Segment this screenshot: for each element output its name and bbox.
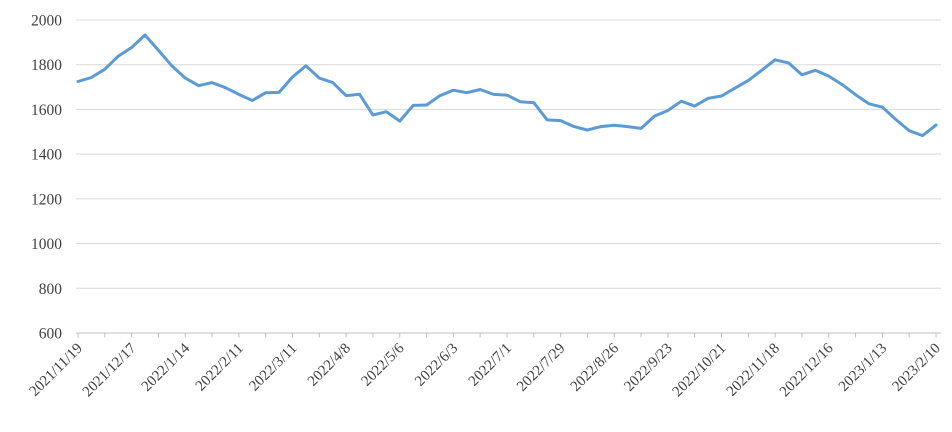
- y-axis-tick-label: 600: [39, 326, 63, 343]
- x-axis-tick-label: 2022/5/6: [359, 340, 408, 389]
- gridlines: [76, 19, 941, 289]
- x-axis-tick-label: 2022/12/16: [777, 340, 837, 400]
- x-axis-tick-label: 2021/11/19: [27, 341, 86, 400]
- price-series-polyline: [76, 33, 938, 138]
- y-axis-tick-label: 1600: [31, 102, 62, 119]
- x-axis-tick-label: 2022/2/11: [193, 341, 247, 395]
- x-axis-tick-label: 2023/2/10: [889, 341, 943, 395]
- y-axis-tick-label: 2000: [31, 13, 62, 30]
- x-axis-tick-label: 2022/8/26: [568, 340, 623, 395]
- x-axis-tick-label: 2022/10/21: [670, 341, 730, 401]
- x-axis-tick-label: 2022/9/23: [621, 341, 675, 395]
- y-axis-tick-label: 1800: [31, 57, 62, 74]
- y-axis-tick-label: 800: [39, 281, 63, 298]
- y-axis-tick-label: 1400: [31, 147, 62, 164]
- x-axis-tick-label: 2022/6/3: [412, 341, 461, 390]
- y-axis-tick-label: 1200: [31, 191, 62, 208]
- x-axis-tick-label: 2022/4/8: [305, 341, 354, 390]
- x-axis-tick-label: 2022/7/29: [514, 341, 568, 395]
- x-axis-tick-label: 2021/12/17: [80, 340, 140, 400]
- series-line: [76, 33, 938, 138]
- x-axis: [76, 332, 941, 338]
- y-axis-tick-label: 1000: [31, 236, 62, 253]
- x-axis-tick-label: 2022/3/11: [246, 341, 300, 395]
- x-axis-tick-label: 2022/11/18: [724, 341, 783, 400]
- y-axis-labels: 600 800 1000 1200 1400 1600 1800 2000: [31, 13, 62, 343]
- x-axis-tick-label: 2023/1/13: [836, 341, 890, 395]
- x-axis-tick-label: 2022/1/14: [139, 340, 194, 395]
- x-axis-tick-label: 2022/7/1: [466, 341, 515, 390]
